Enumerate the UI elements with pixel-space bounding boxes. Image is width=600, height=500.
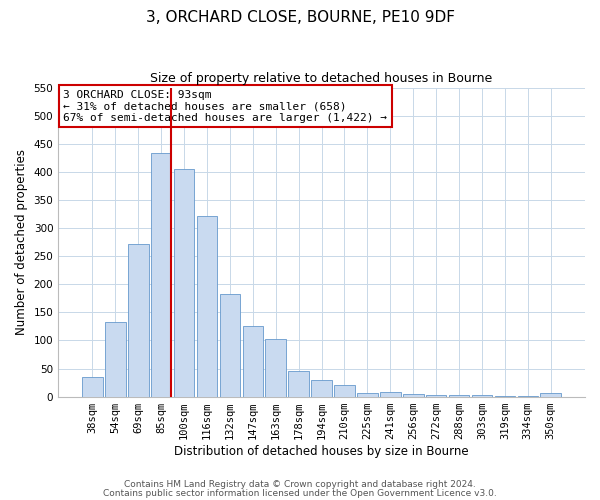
Y-axis label: Number of detached properties: Number of detached properties [15, 150, 28, 336]
Bar [357, 392, 378, 396]
Title: Size of property relative to detached houses in Bourne: Size of property relative to detached ho… [151, 72, 493, 86]
Text: Contains public sector information licensed under the Open Government Licence v3: Contains public sector information licen… [103, 488, 497, 498]
Bar [541, 392, 561, 396]
Text: 3 ORCHARD CLOSE: 93sqm
← 31% of detached houses are smaller (658)
67% of semi-de: 3 ORCHARD CLOSE: 93sqm ← 31% of detached… [64, 90, 388, 123]
Bar [449, 395, 469, 396]
Bar [380, 392, 401, 396]
Bar [220, 294, 240, 396]
X-axis label: Distribution of detached houses by size in Bourne: Distribution of detached houses by size … [174, 444, 469, 458]
Bar [334, 386, 355, 396]
Bar [311, 380, 332, 396]
Bar [82, 377, 103, 396]
Bar [151, 152, 172, 396]
Bar [128, 244, 149, 396]
Bar [174, 170, 194, 396]
Bar [197, 216, 217, 396]
Bar [105, 322, 125, 396]
Bar [426, 395, 446, 396]
Bar [265, 339, 286, 396]
Bar [289, 372, 309, 396]
Bar [242, 326, 263, 396]
Bar [403, 394, 424, 396]
Text: 3, ORCHARD CLOSE, BOURNE, PE10 9DF: 3, ORCHARD CLOSE, BOURNE, PE10 9DF [146, 10, 455, 25]
Text: Contains HM Land Registry data © Crown copyright and database right 2024.: Contains HM Land Registry data © Crown c… [124, 480, 476, 489]
